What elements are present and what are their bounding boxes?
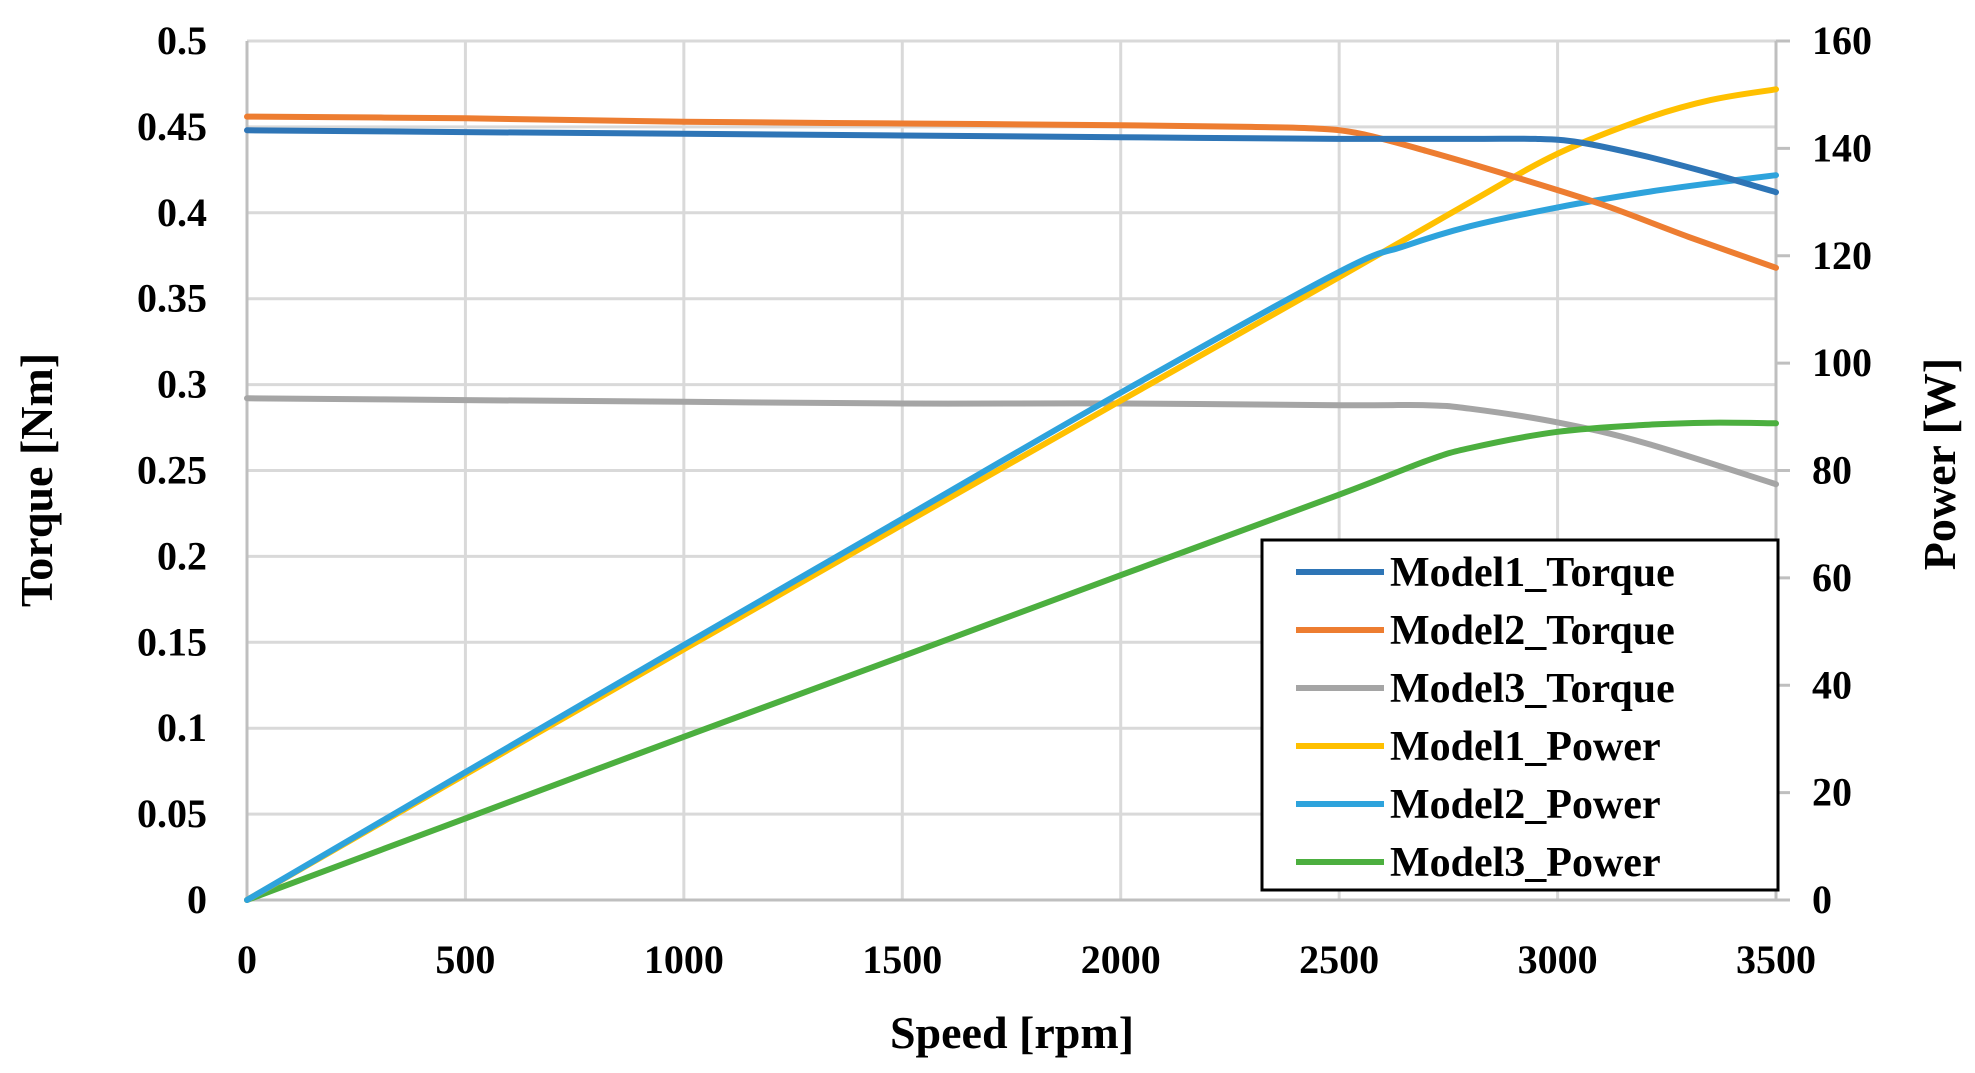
y2-tick-label: 0 bbox=[1812, 877, 1832, 922]
legend-label: Model2_Torque bbox=[1390, 608, 1675, 654]
x-tick-labels: 0 500 1000 1500 2000 2500 3000 3500 bbox=[237, 937, 1816, 982]
series-line-model3-power bbox=[244, 419, 1779, 903]
y-tick-label: 0.05 bbox=[137, 791, 207, 836]
legend-label: Model2_Power bbox=[1390, 782, 1661, 828]
series-line-model3-torque bbox=[244, 395, 1779, 488]
x-tick-label: 500 bbox=[435, 937, 495, 982]
legend-box bbox=[1260, 538, 1780, 892]
x-tick-label: 3000 bbox=[1518, 937, 1598, 982]
y2-tick-label: 60 bbox=[1812, 555, 1852, 600]
x-tick-label: 2000 bbox=[1081, 937, 1161, 982]
y-tick-label: 0.15 bbox=[137, 619, 207, 664]
legend-label: Model3_Power bbox=[1390, 840, 1661, 886]
y2-tick-label: 140 bbox=[1812, 125, 1872, 170]
y-tick-label: 0.2 bbox=[157, 533, 207, 578]
y-tick-label: 0.5 bbox=[157, 18, 207, 63]
y-tick-labels: 0 0.05 0.1 0.15 0.2 0.25 0.3 0.35 0.4 0.45 0.5 bbox=[137, 18, 207, 922]
y-axis-title: Torque [Nm] bbox=[11, 353, 62, 607]
y2-tick-label: 100 bbox=[1812, 340, 1872, 385]
legend: Model1_Torque Model2_Torque Model3_Torque M… bbox=[1260, 538, 1780, 892]
x-axis-title: Speed [rpm] bbox=[890, 1007, 1134, 1058]
y-tick-label: 0.45 bbox=[137, 104, 207, 149]
x-tick-label: 0 bbox=[237, 937, 257, 982]
y-tick-label: 0 bbox=[187, 877, 207, 922]
y2-tick-labels: 0 20 40 60 80 100 120 140 160 bbox=[1812, 18, 1872, 922]
y-tick-label: 0.25 bbox=[137, 448, 207, 493]
legend-label: Model1_Torque bbox=[1390, 550, 1675, 596]
y2-tick-label: 80 bbox=[1812, 448, 1852, 493]
y2-tick-label: 160 bbox=[1812, 18, 1872, 63]
grid bbox=[247, 39, 1778, 900]
x-tick-label: 1000 bbox=[644, 937, 724, 982]
series-lines bbox=[244, 86, 1779, 903]
series-line-model2-power bbox=[244, 172, 1779, 903]
legend-label: Model1_Power bbox=[1390, 724, 1661, 770]
x-tick-label: 1500 bbox=[862, 937, 942, 982]
y-tick-label: 0.35 bbox=[137, 276, 207, 321]
x-tick-label: 3500 bbox=[1736, 937, 1816, 982]
y2-tick-label: 40 bbox=[1812, 662, 1852, 707]
x-tick-label: 2500 bbox=[1299, 937, 1379, 982]
y2-tick-label: 120 bbox=[1812, 233, 1872, 278]
y-tick-label: 0.4 bbox=[157, 190, 207, 235]
y2-axis-title: Power [W] bbox=[1914, 358, 1965, 570]
series-line-model2-torque bbox=[244, 113, 1779, 271]
y-tick-label: 0.3 bbox=[157, 362, 207, 407]
y-tick-label: 0.1 bbox=[157, 705, 207, 750]
legend-label: Model3_Torque bbox=[1390, 666, 1675, 712]
series-line-model1-torque bbox=[244, 127, 1779, 196]
y2-tick-label: 20 bbox=[1812, 770, 1852, 815]
